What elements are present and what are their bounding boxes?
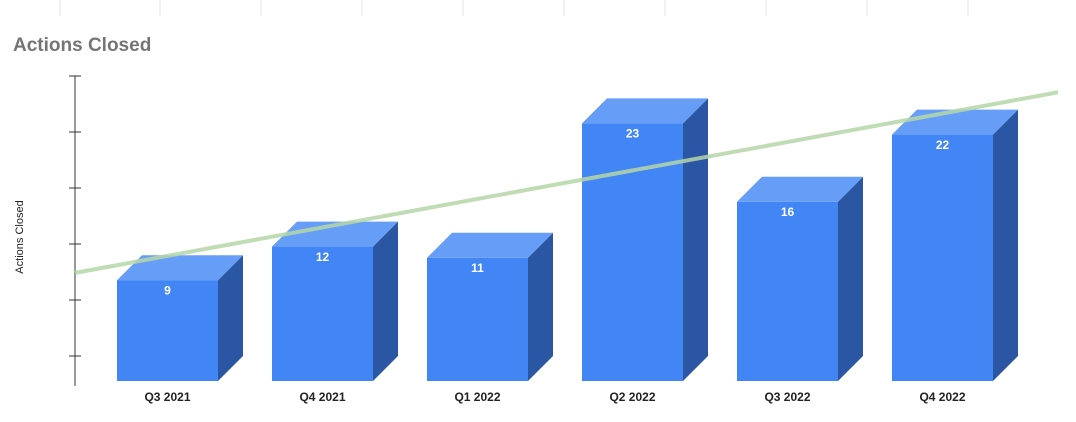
x-tick-label: Q4 2022 — [919, 390, 965, 404]
chart-title: Actions Closed — [13, 35, 151, 56]
value-label: 22 — [936, 138, 950, 152]
bar — [582, 123, 683, 382]
bar-top — [737, 176, 863, 202]
value-label: 11 — [471, 261, 484, 275]
value-label: 16 — [781, 205, 795, 219]
x-tick-label: Q4 2021 — [299, 390, 345, 404]
bar-side — [993, 109, 1018, 381]
bar-side — [528, 232, 553, 381]
bar — [427, 257, 528, 381]
bar-side — [683, 98, 708, 382]
bar-top — [272, 221, 398, 247]
bar-side — [373, 221, 398, 381]
x-tick-label: Q3 2022 — [764, 390, 810, 404]
x-tick-label: Q2 2022 — [609, 390, 655, 404]
bar-top — [427, 232, 553, 258]
bar — [892, 134, 993, 381]
bar-top — [117, 255, 243, 281]
bar — [117, 280, 218, 381]
y-axis-label: Actions Closed — [14, 200, 26, 273]
top-grid — [59, 0, 969, 16]
x-tick-label: Q1 2022 — [454, 390, 500, 404]
bar-top — [582, 98, 708, 124]
value-label: 23 — [626, 127, 640, 141]
bar-side — [838, 176, 863, 381]
value-label: 9 — [164, 283, 171, 297]
value-label: 12 — [316, 250, 330, 264]
trendline — [74, 90, 1059, 275]
bar — [737, 201, 838, 381]
x-tick-label: Q3 2021 — [144, 390, 190, 404]
bar — [272, 246, 373, 381]
bar-side — [218, 255, 243, 381]
